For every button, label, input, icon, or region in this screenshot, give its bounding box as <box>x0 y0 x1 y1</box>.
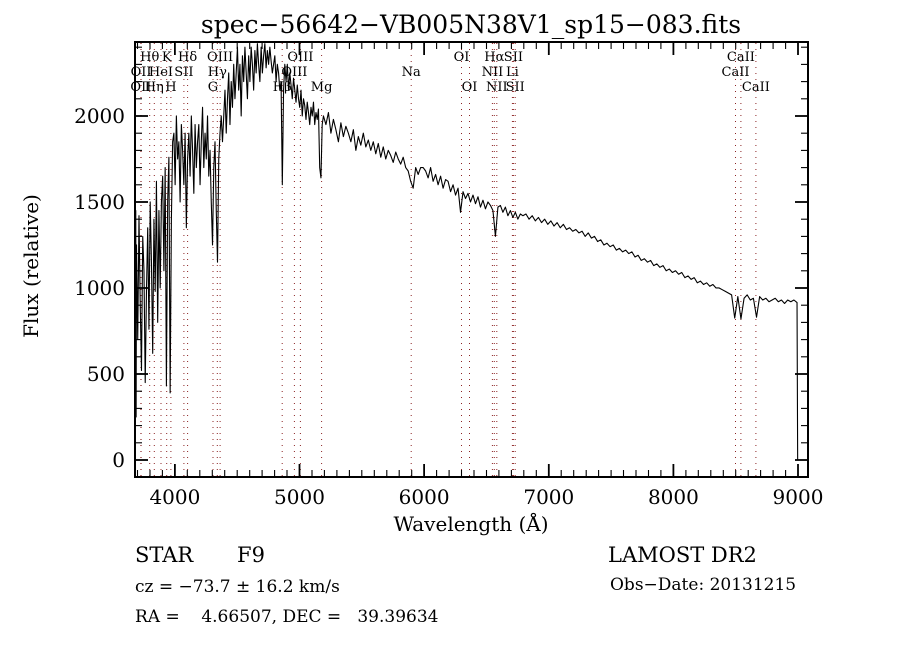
spectral-line-label: Hη <box>145 80 164 95</box>
spectral-line-label: Hθ <box>140 50 159 65</box>
x-tick-label: 7000 <box>523 485 574 509</box>
spectral-line-label: Li <box>506 65 519 80</box>
spectral-line-label: OI <box>462 80 478 95</box>
spectral-line-label: SII <box>504 50 523 65</box>
spectral-line-label: OIII <box>281 65 307 80</box>
x-axis-label: Wavelength (Å) <box>393 511 548 536</box>
ra-dec-text: RA = 4.66507, DEC = 39.39634 <box>135 607 438 627</box>
obs-date-text: Obs−Date: 20131215 <box>610 575 796 595</box>
spectral-line-markers <box>140 43 757 476</box>
spectral-line-label: G <box>208 80 218 95</box>
spectral-line-label: NII <box>486 80 508 95</box>
spectral-line-label: NII <box>482 65 504 80</box>
y-axis-label: Flux (relative) <box>19 194 43 338</box>
x-tick-label: 6000 <box>399 485 450 509</box>
x-tick-label: 5000 <box>274 485 325 509</box>
spectral-line-label: OII <box>131 65 152 80</box>
spectral-line-label: SII <box>506 80 525 95</box>
spectral-line-label: OI <box>454 50 470 65</box>
axis-ticks <box>135 42 808 477</box>
spectral-line-label: H <box>165 80 176 95</box>
cz-text: cz = −73.7 ± 16.2 km/s <box>135 577 340 597</box>
spectral-line-label: OII <box>130 80 151 95</box>
spectral-line-label: Hβ <box>273 80 292 95</box>
spectrum-line <box>134 43 799 460</box>
spectral-line-label: Hδ <box>178 50 197 65</box>
spectral-line-label: CaII <box>742 80 770 95</box>
spectral-line-label: K <box>162 50 172 65</box>
x-tick-label: 9000 <box>773 485 824 509</box>
axis-tick-labels: 4000 5000 6000 7000 8000 9000 0 500 1000 1500 2000 <box>74 104 823 509</box>
y-tick-label: 500 <box>87 362 125 386</box>
spectral-line-label: OIII <box>207 50 233 65</box>
y-tick-label: 2000 <box>74 104 125 128</box>
y-tick-label: 1500 <box>74 190 125 214</box>
plot-title: spec−56642−VB005N38V1_sp15−083.fits <box>201 10 741 39</box>
spectral-line-label: CaII <box>722 65 750 80</box>
survey-text: LAMOST DR2 <box>608 543 757 567</box>
x-tick-label: 4000 <box>149 485 200 509</box>
subclass-text: F9 <box>237 543 265 567</box>
spectral-line-label: Hγ <box>208 65 227 80</box>
y-tick-label: 1000 <box>74 276 125 300</box>
spectral-line-label: SII <box>174 65 193 80</box>
spectral-line-label: HeI <box>149 65 173 80</box>
y-tick-label: 0 <box>112 448 125 472</box>
spectral-line-label: Mg <box>311 80 333 95</box>
x-tick-label: 8000 <box>648 485 699 509</box>
spectral-line-label: OIII <box>287 50 313 65</box>
spectral-line-label: Na <box>402 65 421 80</box>
spectral-line-label: Hα <box>484 50 504 65</box>
spectral-line-labels: OIIOIIHθHηHeIKHSIIHδGHγOIIIHβOIIIOIIIMgN… <box>130 50 769 95</box>
plot-border <box>134 41 809 478</box>
spectral-line-label: CaII <box>727 50 755 65</box>
classification-text: STAR <box>135 543 194 567</box>
spectrum-trace <box>134 43 799 460</box>
